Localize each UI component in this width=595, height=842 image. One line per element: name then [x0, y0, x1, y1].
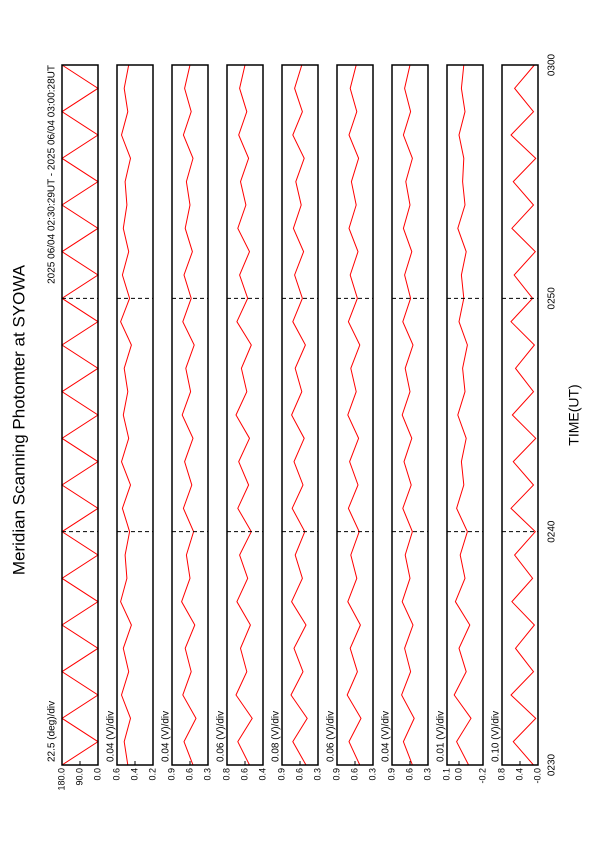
- y-tick-label: 0.4: [129, 768, 139, 781]
- y-tick-label: 90.0: [74, 768, 84, 786]
- x-tick-label: 0300: [547, 53, 558, 76]
- panel-label: 0.08 (V)/div: [271, 711, 282, 762]
- y-tick-label: 0.4: [514, 768, 524, 781]
- trace: [61, 64, 99, 766]
- panel-label: 0.04 (V)/div: [381, 711, 392, 762]
- panel-frame: [281, 64, 319, 766]
- panel-label: 0.04 (V)/div: [106, 711, 117, 762]
- panel-frame: [336, 64, 374, 766]
- x-tick-label: 0230: [547, 753, 558, 776]
- y-tick-label: 0.8: [496, 768, 506, 781]
- panel-label: 0.10 (V)/div: [491, 711, 502, 762]
- y-tick-label: 0.3: [367, 768, 377, 781]
- x-tick-label: 0240: [547, 520, 558, 543]
- panel-frame: [116, 64, 154, 766]
- y-tick-label: 0.0: [92, 768, 102, 781]
- y-tick-label: -0.2: [477, 768, 487, 784]
- trace: [510, 64, 537, 766]
- y-tick-label: 0.3: [422, 768, 432, 781]
- y-tick-label: 180.0: [56, 768, 66, 791]
- trace: [235, 64, 253, 766]
- y-tick-label: 0.6: [184, 768, 194, 781]
- x-axis-title: TIME(UT): [566, 384, 582, 445]
- y-tick-label: 0.9: [166, 768, 176, 781]
- panel-frame: [446, 64, 484, 766]
- panel-label: 22.5 (deg)/div: [47, 701, 58, 762]
- y-tick-label: 0.9: [276, 768, 286, 781]
- y-tick-label: 0.3: [202, 768, 212, 781]
- x-tick-label: 0250: [547, 287, 558, 310]
- trace: [346, 64, 362, 766]
- panel-label: 0.04 (V)/div: [161, 711, 172, 762]
- rotated-chart: Meridian Scanning Photomter at SYOWA 202…: [9, 53, 581, 790]
- y-tick-label: 0.1: [441, 768, 451, 781]
- chart-title: Meridian Scanning Photomter at SYOWA: [9, 264, 28, 575]
- trace: [453, 64, 472, 766]
- trace: [401, 64, 415, 766]
- panel-label: 0.01 (V)/div: [436, 711, 447, 762]
- panel-frame: [61, 64, 99, 766]
- y-tick-label: 0.8: [221, 768, 231, 781]
- y-tick-label: 0.6: [239, 768, 249, 781]
- panel-frame: [226, 64, 264, 766]
- panel-label: 0.06 (V)/div: [326, 711, 337, 762]
- y-tick-label: -0.0: [532, 768, 542, 784]
- trace: [181, 64, 197, 766]
- y-tick-label: 0.9: [331, 768, 341, 781]
- y-tick-label: 0.6: [404, 768, 414, 781]
- y-tick-label: 0.3: [312, 768, 322, 781]
- trace: [120, 64, 132, 766]
- y-tick-label: 0.6: [294, 768, 304, 781]
- y-tick-label: 0.6: [111, 768, 121, 781]
- panel-frame: [391, 64, 429, 766]
- y-tick-label: 0.0: [453, 768, 463, 781]
- panel-frame: [501, 64, 539, 766]
- y-tick-label: 0.6: [349, 768, 359, 781]
- trace: [290, 64, 308, 766]
- y-tick-label: 0.2: [147, 768, 157, 781]
- panel-frame: [171, 64, 209, 766]
- y-tick-label: 0.9: [386, 768, 396, 781]
- chart-subtitle: 2025 06/04 02:30:29UT - 2025 06/04 03:00…: [47, 65, 58, 284]
- panel-label: 0.06 (V)/div: [216, 711, 227, 762]
- y-tick-label: 0.4: [257, 768, 267, 781]
